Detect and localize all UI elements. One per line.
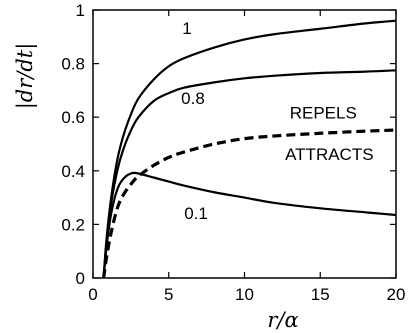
ticks	[92, 9, 397, 279]
y-tick-label: 0.4	[61, 162, 85, 181]
curve-annotation: REPELS	[290, 104, 357, 123]
curve-annotation: 0.1	[184, 204, 208, 223]
x-tick-label: 20	[387, 285, 406, 304]
x-tick-label: 10	[235, 285, 254, 304]
curves	[102, 19, 397, 279]
curve-annotation: ATTRACTS	[285, 145, 373, 164]
series-line-1	[102, 69, 397, 279]
y-tick-label: 0	[76, 269, 85, 288]
annotations: 1 0.8 REPELS ATTRACTS 0.1	[181, 19, 373, 223]
series-line-2	[102, 171, 397, 279]
series-line-0	[102, 19, 397, 279]
x-axis-label: r/α	[267, 308, 298, 332]
series-line-dashed	[102, 128, 397, 279]
x-tick-label: 5	[164, 285, 173, 304]
curve-annotation: 0.8	[181, 89, 205, 108]
x-tick-label: 0	[88, 285, 97, 304]
y-tick-label: 1	[76, 1, 85, 20]
curve-annotation: 1	[182, 19, 191, 38]
y-axis-label: |dr/dt|	[13, 43, 38, 110]
x-tick-label: 15	[311, 285, 330, 304]
y-tick-label: 0.2	[61, 215, 85, 234]
tick-labels: 0 5 10 15 20 0 0.2 0.4 0.6 0.8 1	[61, 1, 405, 304]
y-tick-label: 0.6	[61, 108, 85, 127]
plot-frame	[92, 9, 397, 279]
y-tick-label: 0.8	[61, 55, 85, 74]
